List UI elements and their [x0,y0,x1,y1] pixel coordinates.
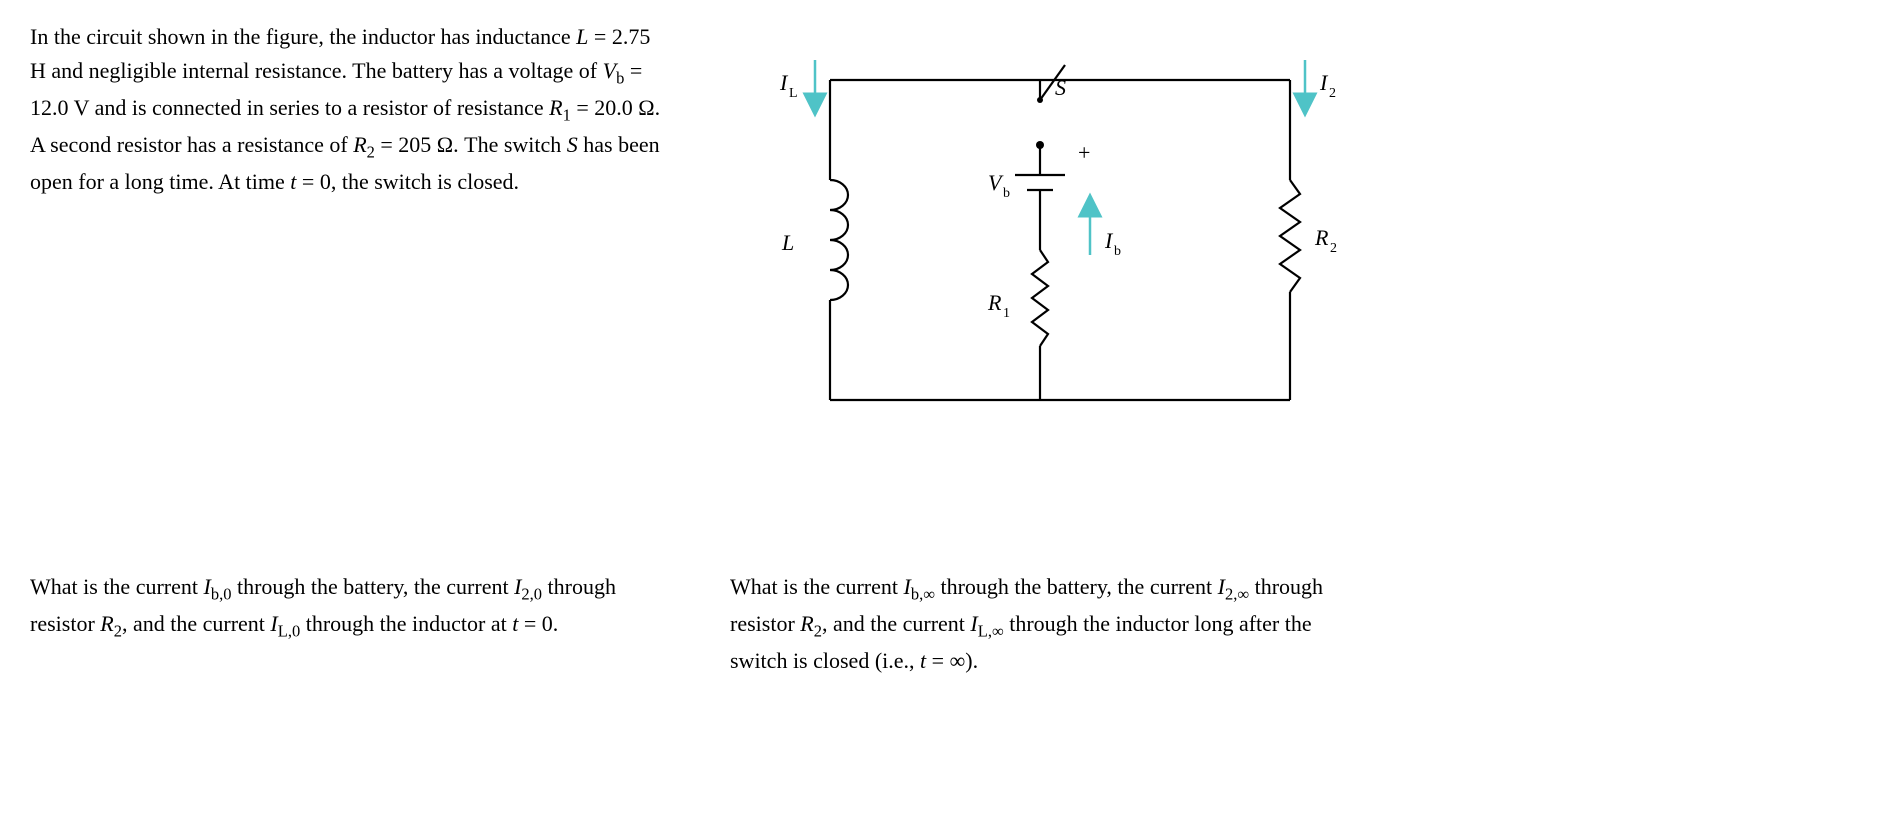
svg-text:2: 2 [1329,86,1336,101]
svg-text:I: I [1319,70,1329,95]
svg-text:+: + [1078,140,1090,165]
svg-text:V: V [988,170,1004,195]
svg-text:S: S [1055,75,1066,100]
svg-text:R: R [1314,225,1329,250]
svg-text:R: R [987,290,1002,315]
svg-text:b: b [1003,186,1010,201]
svg-text:1: 1 [1003,306,1010,321]
svg-text:I: I [1104,228,1114,253]
svg-text:b: b [1114,244,1121,259]
question-tinf: What is the current Ib,∞ through the bat… [730,570,1370,678]
svg-text:I: I [779,70,789,95]
svg-text:2: 2 [1330,241,1337,256]
svg-text:L: L [781,230,794,255]
question-t0: What is the current Ib,0 through the bat… [30,570,670,678]
svg-text:L: L [789,86,798,101]
problem-statement: In the circuit shown in the figure, the … [30,20,670,199]
circuit-diagram: I L I 2 S + V b I b L R 1 R 2 [730,20,1370,430]
